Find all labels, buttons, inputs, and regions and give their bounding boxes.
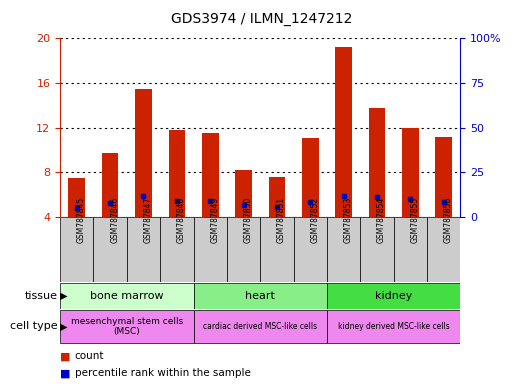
Text: mesenchymal stem cells
(MSC): mesenchymal stem cells (MSC) xyxy=(71,317,183,336)
Bar xyxy=(302,138,319,217)
Text: cardiac derived MSC-like cells: cardiac derived MSC-like cells xyxy=(203,322,317,331)
Text: GSM787849: GSM787849 xyxy=(210,197,219,243)
Bar xyxy=(360,217,393,282)
Bar xyxy=(160,217,194,282)
Text: kidney: kidney xyxy=(375,291,412,301)
Bar xyxy=(394,217,427,282)
Bar xyxy=(427,217,460,282)
Bar xyxy=(402,127,418,217)
Text: GSM787847: GSM787847 xyxy=(143,197,153,243)
Bar xyxy=(168,130,185,217)
Text: cell type: cell type xyxy=(10,321,58,331)
Bar xyxy=(202,133,219,217)
Bar xyxy=(127,217,160,282)
Bar xyxy=(335,47,352,217)
Bar xyxy=(235,170,252,217)
Bar xyxy=(268,177,285,217)
Text: tissue: tissue xyxy=(25,291,58,301)
Bar xyxy=(293,217,327,282)
Bar xyxy=(69,178,85,217)
Text: heart: heart xyxy=(245,291,275,301)
Bar xyxy=(60,283,194,309)
Text: ▶: ▶ xyxy=(60,321,67,331)
Text: GSM787846: GSM787846 xyxy=(110,197,119,243)
Bar xyxy=(327,310,460,343)
Text: GSM787854: GSM787854 xyxy=(377,197,386,243)
Bar xyxy=(369,108,385,217)
Bar xyxy=(435,137,452,217)
Text: GSM787851: GSM787851 xyxy=(277,197,286,243)
Bar xyxy=(94,217,127,282)
Text: kidney derived MSC-like cells: kidney derived MSC-like cells xyxy=(338,322,449,331)
Bar xyxy=(60,310,194,343)
Text: GSM787850: GSM787850 xyxy=(244,197,253,243)
Text: GSM787853: GSM787853 xyxy=(344,197,353,243)
Bar xyxy=(102,153,119,217)
Bar xyxy=(194,310,327,343)
Text: GSM787855: GSM787855 xyxy=(410,197,419,243)
Bar xyxy=(327,283,460,309)
Text: count: count xyxy=(75,351,104,361)
Text: ■: ■ xyxy=(60,351,71,361)
Text: GDS3974 / ILMN_1247212: GDS3974 / ILMN_1247212 xyxy=(171,12,352,25)
Text: GSM787856: GSM787856 xyxy=(444,197,452,243)
Text: ▶: ▶ xyxy=(60,291,67,301)
Text: bone marrow: bone marrow xyxy=(90,291,164,301)
Text: GSM787848: GSM787848 xyxy=(177,197,186,243)
Bar xyxy=(60,217,94,282)
Text: GSM787845: GSM787845 xyxy=(77,197,86,243)
Bar xyxy=(135,89,152,217)
Bar xyxy=(260,217,293,282)
Text: ■: ■ xyxy=(60,368,71,378)
Bar xyxy=(327,217,360,282)
Text: percentile rank within the sample: percentile rank within the sample xyxy=(75,368,251,378)
Bar xyxy=(227,217,260,282)
Text: GSM787852: GSM787852 xyxy=(310,197,319,243)
Bar xyxy=(194,283,327,309)
Bar xyxy=(194,217,227,282)
